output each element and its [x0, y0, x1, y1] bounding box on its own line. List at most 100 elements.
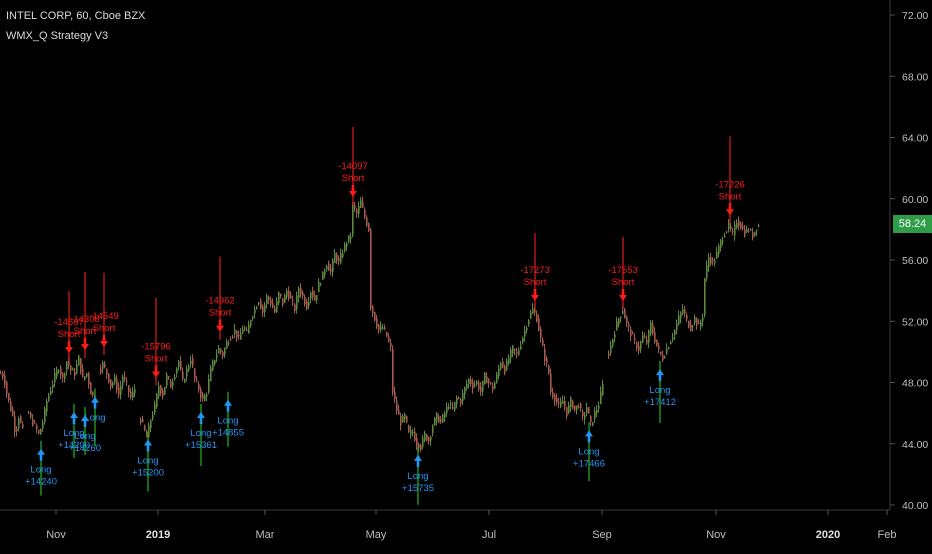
candle	[278, 291, 280, 306]
candle	[124, 371, 126, 382]
long-signal[interactable]: Long+15361	[185, 411, 217, 451]
y-tick-label: 44.00	[902, 439, 928, 451]
candle	[512, 345, 514, 358]
candle	[114, 373, 116, 385]
candle	[486, 372, 488, 384]
candle	[222, 350, 224, 360]
candle	[574, 405, 576, 412]
candle	[406, 415, 408, 424]
candle	[554, 393, 556, 407]
price-axis[interactable]: 40.00 44.00 48.00 52.00 56.00 60.00 64.00 68.00…	[890, 10, 928, 512]
symbol-title[interactable]: INTEL CORP, 60, Cboe BZX	[6, 10, 146, 22]
candle	[538, 314, 540, 332]
time-axis[interactable]: Nov 2019 Mar May Jul Sep Nov 2020 Feb	[46, 510, 896, 541]
candle	[460, 397, 462, 408]
candle	[388, 333, 390, 343]
candle	[392, 345, 394, 396]
candle	[10, 397, 12, 412]
candle	[662, 350, 664, 362]
candle	[498, 364, 500, 380]
candle	[230, 336, 232, 341]
candle	[758, 223, 760, 228]
candle	[240, 328, 242, 340]
candle	[526, 325, 528, 334]
long-signal[interactable]: Long+17412	[644, 369, 676, 408]
candle	[696, 317, 698, 330]
long-arrow-icon	[91, 396, 99, 409]
candle	[570, 396, 572, 412]
candle	[612, 338, 614, 348]
candle	[536, 310, 538, 323]
candle	[106, 368, 108, 380]
long-signal-value: +14855	[212, 428, 244, 439]
candle	[314, 290, 316, 302]
candle	[300, 283, 302, 298]
indicator-title[interactable]: WMX_Q Strategy V3	[6, 30, 109, 42]
long-signal[interactable]: Long	[84, 396, 106, 424]
candle	[128, 385, 130, 398]
short-arrow-icon	[726, 203, 734, 216]
y-tick-label: 40.00	[902, 500, 928, 512]
candle	[740, 221, 742, 230]
candle	[30, 411, 32, 420]
y-tick-label: 68.00	[902, 71, 928, 83]
candle	[510, 347, 512, 364]
candle	[504, 364, 506, 376]
candle	[198, 381, 200, 393]
candle	[462, 389, 464, 405]
long-signal[interactable]: Long+14240	[25, 448, 57, 488]
candle	[490, 381, 492, 386]
long-signal[interactable]: Long+15735	[402, 454, 434, 494]
candle	[718, 243, 720, 258]
candle	[566, 406, 568, 420]
candle	[744, 224, 746, 238]
candle	[742, 221, 744, 231]
candle	[600, 386, 602, 405]
candle	[494, 381, 496, 389]
candle	[156, 392, 158, 409]
candle	[692, 324, 694, 332]
candle	[458, 396, 460, 400]
short-signal-value: -17226	[715, 179, 745, 190]
candle	[624, 307, 626, 319]
candle	[598, 401, 600, 413]
short-signal-label: Short	[719, 191, 742, 202]
candle	[284, 293, 286, 304]
candle	[336, 252, 338, 265]
candle	[544, 343, 546, 366]
candle	[224, 347, 226, 359]
candle	[348, 235, 350, 244]
short-signal-label: Short	[145, 354, 168, 365]
long-arrow-icon	[414, 454, 422, 467]
long-signal[interactable]: Long+14855	[212, 399, 244, 439]
candle	[468, 377, 470, 389]
candle	[32, 414, 34, 427]
candle	[312, 286, 314, 301]
long-signal[interactable]: Long+15200	[132, 439, 164, 479]
candle	[48, 392, 50, 403]
candle	[634, 333, 636, 345]
long-signal[interactable]: Long+14200	[58, 411, 90, 451]
candle	[700, 319, 702, 331]
long-signal-value: +15735	[402, 483, 434, 494]
short-signal-label: Short	[342, 173, 365, 184]
long-signal[interactable]: Long+14260	[69, 415, 101, 454]
candle	[426, 433, 428, 442]
long-signal[interactable]: Long+17466	[573, 430, 605, 469]
candle	[308, 296, 310, 310]
candle	[146, 429, 148, 438]
candle	[454, 401, 456, 412]
short-signal-label: Short	[93, 323, 116, 334]
candles-layer	[0, 196, 760, 453]
